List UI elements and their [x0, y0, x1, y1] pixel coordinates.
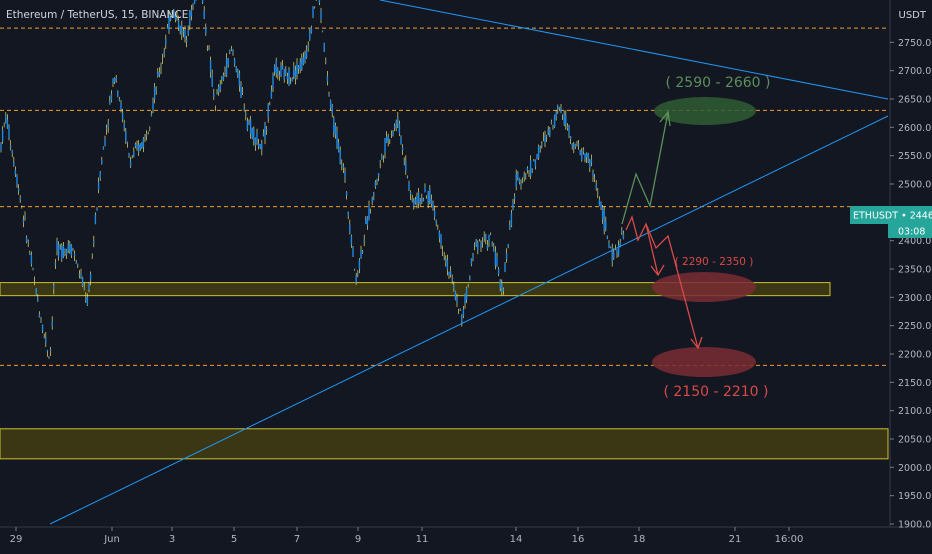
target-up-ellipse — [654, 97, 756, 125]
y-tick-label: 2700.00 — [898, 66, 932, 77]
time-axis-bg — [0, 527, 932, 550]
target-mid-ellipse — [652, 272, 756, 302]
x-tick-label: 11 — [416, 534, 429, 545]
price-tag-countdown-box — [888, 224, 932, 238]
price-axis-bg — [890, 0, 932, 550]
price-tag-label: ETHUSDT • 2446.26 — [853, 211, 932, 222]
x-tick-label: 3 — [169, 534, 175, 545]
y-tick-label: 2400.00 — [898, 236, 932, 247]
support-zone — [0, 428, 889, 460]
arrow-down-head — [690, 336, 703, 350]
x-tick-label: 21 — [729, 534, 742, 545]
arrow-up-head — [659, 110, 671, 127]
y-tick-label: 2050.00 — [898, 435, 932, 446]
y-tick-label: 2650.00 — [898, 95, 932, 106]
y-tick-label: 2500.00 — [898, 180, 932, 191]
support-zone — [0, 282, 831, 297]
x-tick-label: Jun — [103, 534, 120, 545]
x-tick-label: 14 — [510, 534, 523, 545]
target-down-ellipse — [652, 347, 756, 377]
trendline-resistance — [379, 0, 889, 100]
y-tick-label: 2200.00 — [898, 350, 932, 361]
target-down-label: ( 2150 - 2210 ) — [663, 384, 768, 400]
chart-header-title: Ethereum / TetherUS, 15, BINANCE — [6, 9, 188, 21]
y-tick-label: 2750.00 — [898, 38, 932, 49]
x-tick-label: 7 — [294, 534, 300, 545]
y-tick-label: 1900.00 — [898, 520, 932, 531]
x-tick-label: 16 — [572, 534, 585, 545]
x-tick-label: 29 — [10, 534, 23, 545]
y-tick-label: 2000.00 — [898, 463, 932, 474]
price-tag-symbol-box — [850, 206, 932, 224]
projection-down-path — [645, 223, 699, 349]
target-mid-label: ( 2290 - 2350 ) — [675, 256, 754, 268]
y-tick-label: 2150.00 — [898, 378, 932, 389]
projection-mid-path — [625, 215, 659, 276]
y-tick-label: 2300.00 — [898, 293, 932, 304]
y-tick-label: 2550.00 — [898, 151, 932, 162]
currency-label[interactable]: USDT — [899, 10, 927, 21]
trendline-support — [49, 115, 889, 525]
target-up-label: ( 2590 - 2660 ) — [665, 75, 770, 91]
x-tick-label: 5 — [231, 534, 237, 545]
x-tick-label: 16:00 — [775, 534, 804, 545]
y-tick-label: 2350.00 — [898, 265, 932, 276]
arrow-mid-head — [650, 264, 665, 277]
y-tick-label: 2250.00 — [898, 321, 932, 332]
price-tag-countdown: 03:08 — [898, 227, 925, 238]
projection-up-path — [621, 111, 669, 225]
x-tick-label: 18 — [633, 534, 646, 545]
y-tick-label: 2100.00 — [898, 406, 932, 417]
y-tick-label: 2600.00 — [898, 123, 932, 134]
x-tick-label: 9 — [355, 534, 361, 545]
y-tick-label: 1950.00 — [898, 491, 932, 502]
